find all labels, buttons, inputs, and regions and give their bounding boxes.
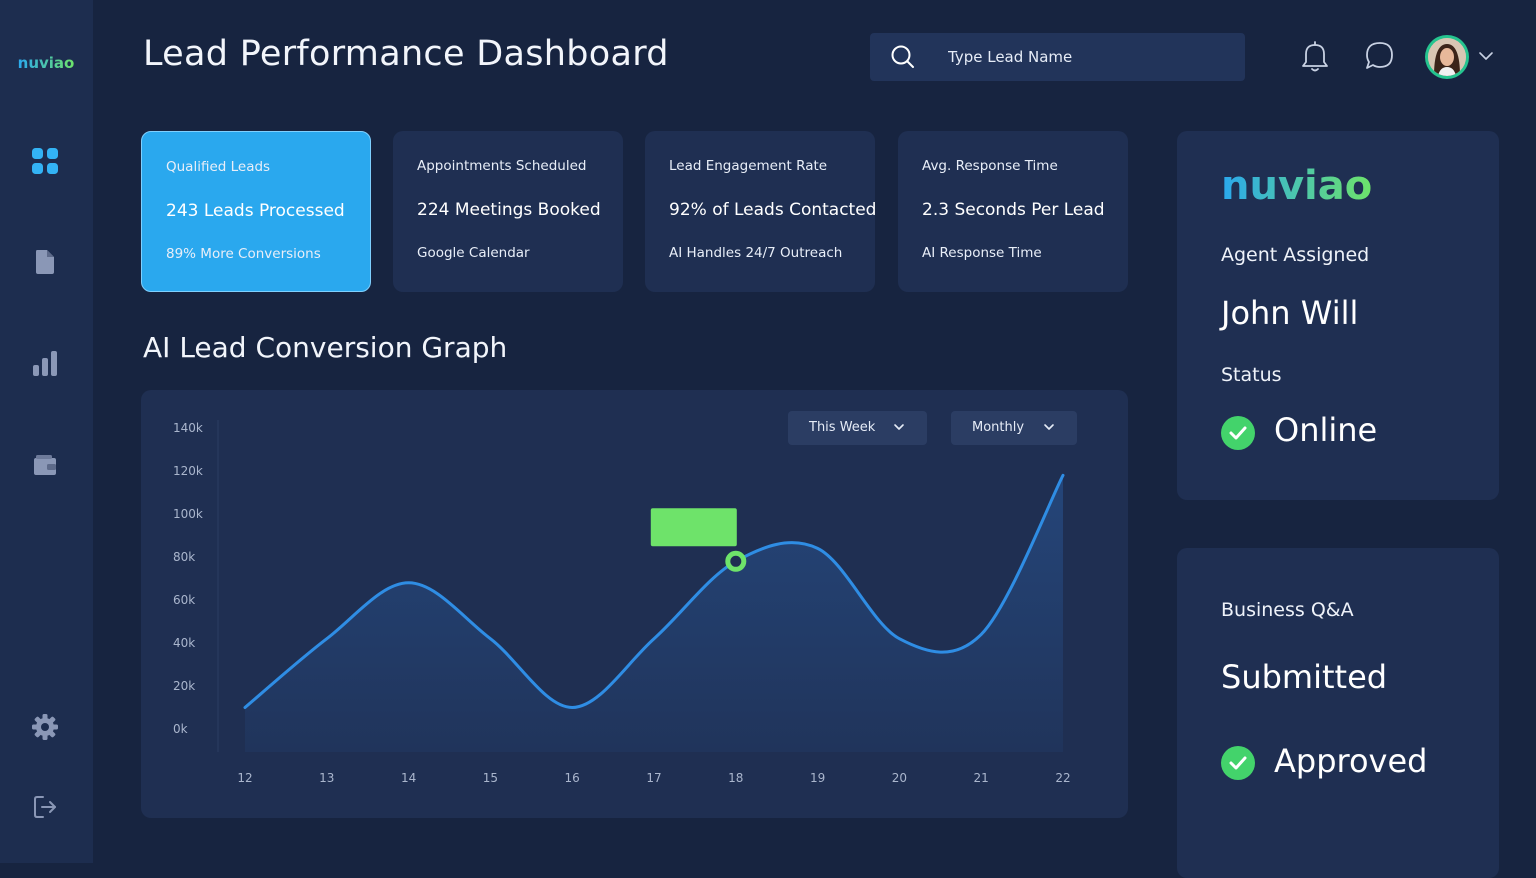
interval-dropdown-label: Monthly <box>972 420 1025 435</box>
y-tick-label: 0k <box>173 722 188 736</box>
search-icon[interactable] <box>890 44 916 70</box>
chevron-down-icon <box>894 424 904 430</box>
kpi-label: Avg. Response Time <box>922 158 1058 174</box>
kpi-card-qualified-leads[interactable]: Qualified Leads 243 Leads Processed 89% … <box>141 131 371 292</box>
agent-card: nuviao Agent Assigned John Will Status O… <box>1177 131 1499 500</box>
kpi-subtext: Google Calendar <box>417 245 530 261</box>
y-tick-label: 20k <box>173 679 195 693</box>
graph-title: AI Lead Conversion Graph <box>143 331 508 364</box>
kpi-subtext: 89% More Conversions <box>166 246 321 262</box>
y-tick-label: 120k <box>173 464 203 478</box>
kpi-value: 2.3 Seconds Per Lead <box>922 200 1105 220</box>
highlight-tooltip <box>650 508 737 547</box>
x-tick-label: 16 <box>565 771 580 785</box>
sidebar-logo[interactable]: nuviao <box>0 44 93 84</box>
qa-label: Business Q&A <box>1221 599 1354 621</box>
sidebar-item-logout[interactable] <box>29 791 61 823</box>
x-tick-label: 19 <box>810 771 825 785</box>
agent-label: Agent Assigned <box>1221 244 1370 266</box>
search-bar[interactable] <box>870 33 1245 81</box>
y-tick-label: 140k <box>173 421 203 435</box>
agent-status: Online <box>1274 411 1378 449</box>
check-icon <box>1221 416 1255 450</box>
gear-icon <box>32 714 58 740</box>
business-qa-card: Business Q&A Submitted Approved <box>1177 548 1499 878</box>
sidebar: nuviao <box>0 0 93 863</box>
brand-logo-text: nuviao <box>1221 163 1372 209</box>
status-label: Status <box>1221 364 1282 386</box>
sidebar-item-analytics[interactable] <box>29 347 61 379</box>
chat-icon[interactable] <box>1364 40 1396 72</box>
x-tick-label: 20 <box>892 771 907 785</box>
kpi-card-appointments[interactable]: Appointments Scheduled 224 Meetings Book… <box>393 131 623 292</box>
y-tick-label: 40k <box>173 636 195 650</box>
chevron-down-icon <box>1044 424 1054 430</box>
kpi-value: 243 Leads Processed <box>166 201 345 221</box>
sidebar-logo-text: nuviao <box>18 54 75 72</box>
kpi-subtext: AI Response Time <box>922 245 1042 261</box>
series-area <box>245 475 1063 752</box>
avatar[interactable] <box>1425 35 1469 79</box>
qa-status: Approved <box>1274 742 1428 780</box>
x-tick-label: 14 <box>401 771 416 785</box>
y-tick-label: 100k <box>173 507 203 521</box>
x-tick-label: 12 <box>237 771 252 785</box>
graph-card: 0k 20k 40k 60k 80k 100k 120k 140k 12 13 14 15 16 17 1… <box>141 390 1128 818</box>
x-tick-label: 21 <box>974 771 989 785</box>
logout-icon <box>34 796 56 818</box>
user-photo <box>1428 38 1466 76</box>
period-dropdown-label: This Week <box>809 420 876 435</box>
highlight-point <box>725 550 747 572</box>
chevron-down-icon[interactable] <box>1478 50 1494 62</box>
page-title: Lead Performance Dashboard <box>143 34 669 74</box>
conversion-chart: 0k 20k 40k 60k 80k 100k 120k 140k 12 13 14 15 16 17 1… <box>173 420 1071 785</box>
period-dropdown[interactable]: This Week <box>788 411 927 445</box>
qa-value: Submitted <box>1221 658 1388 696</box>
y-tick-label: 60k <box>173 593 195 607</box>
search-input[interactable] <box>948 45 1228 69</box>
kpi-subtext: AI Handles 24/7 Outreach <box>669 245 843 261</box>
kpi-value: 92% of Leads Contacted <box>669 200 877 220</box>
kpi-card-engagement-rate[interactable]: Lead Engagement Rate 92% of Leads Contac… <box>645 131 877 292</box>
x-tick-label: 22 <box>1055 771 1070 785</box>
kpi-label: Lead Engagement Rate <box>669 158 828 174</box>
sidebar-item-documents[interactable] <box>29 246 61 278</box>
x-tick-label: 13 <box>319 771 334 785</box>
x-tick-label: 18 <box>728 771 743 785</box>
bar-chart-icon <box>33 351 57 376</box>
grid-icon <box>32 148 58 174</box>
kpi-value: 224 Meetings Booked <box>417 200 601 220</box>
series-line <box>243 473 1065 710</box>
bell-icon[interactable] <box>1300 40 1330 74</box>
agent-name: John Will <box>1221 294 1359 332</box>
x-tick-label: 15 <box>483 771 498 785</box>
interval-dropdown[interactable]: Monthly <box>951 411 1077 445</box>
wallet-icon <box>34 455 56 475</box>
sidebar-item-settings[interactable] <box>29 711 61 743</box>
y-tick-label: 80k <box>173 550 195 564</box>
kpi-label: Qualified Leads <box>166 159 271 175</box>
sidebar-item-wallet[interactable] <box>29 449 61 481</box>
x-tick-label: 17 <box>646 771 661 785</box>
check-icon <box>1221 746 1255 780</box>
kpi-label: Appointments Scheduled <box>417 158 587 174</box>
kpi-card-response-time[interactable]: Avg. Response Time 2.3 Seconds Per Lead … <box>898 131 1128 292</box>
brand-logo: nuviao <box>1221 163 1372 209</box>
sidebar-item-dashboard[interactable] <box>29 145 61 177</box>
document-icon <box>36 250 54 274</box>
